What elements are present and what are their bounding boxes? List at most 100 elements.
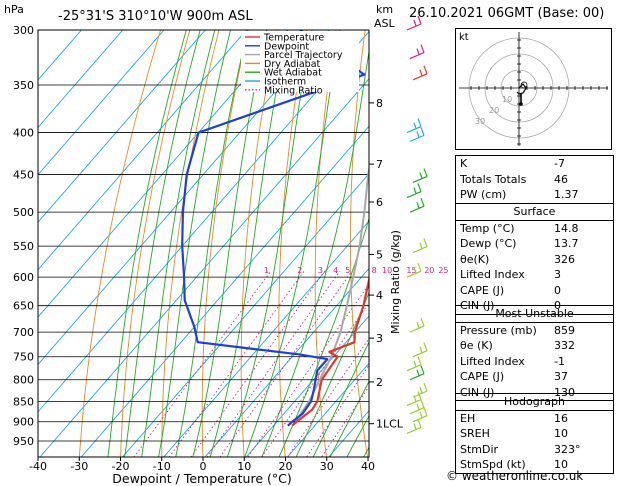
dry-adiabat-line (78, 30, 162, 457)
wind-barb (406, 270, 422, 278)
index-label: K (460, 157, 468, 170)
isotherm-line (286, 362, 369, 457)
series-line-parcel-trajectory (294, 164, 369, 423)
hpa-label: hPa (4, 3, 24, 16)
mixing-ratio-label: 10 (382, 266, 392, 275)
hodograph-kt-label: kt (459, 32, 469, 43)
wind-barb (412, 73, 428, 81)
pressure-tick-label: 300 (13, 24, 34, 37)
wind-barb (409, 134, 425, 142)
hodo-label: StmSpd (kt) (460, 458, 526, 471)
surface-value: 326 (554, 252, 575, 266)
wet-adiabat-line (329, 380, 369, 457)
mu-value: 859 (554, 323, 575, 337)
wet-adiabat-line (363, 446, 369, 457)
mixing-ratio-label: 4 (333, 266, 338, 275)
x-tick-label: -10 (153, 460, 171, 473)
wind-barb-flag (417, 356, 422, 365)
hodograph-storm-point (519, 102, 523, 106)
hodo-label: EH (460, 411, 476, 425)
pressure-tick-label: 400 (13, 127, 34, 140)
x-tick-label: 40 (361, 460, 375, 473)
hodograph-table: Hodograph EH 16 SREH 10 StmDir 323° StmSpd … (455, 393, 614, 474)
wind-barb (412, 175, 428, 183)
pressure-tick-label: 800 (13, 374, 34, 387)
surface-label: Dewp (°C) (460, 237, 517, 250)
x-tick-label: -40 (29, 460, 47, 473)
skewt-chart: 3003504004505005506006507007508008509009… (4, 3, 449, 486)
mixing-ratio-label: 20 (424, 266, 434, 275)
legend-entry: Isotherm (264, 77, 306, 88)
hodograph-table-title: Hodograph (456, 394, 613, 411)
mixing-ratio-labels: 1 2 3 4 5 8 10 15 20 25 (264, 266, 449, 275)
wind-barb-flag (417, 391, 422, 400)
km-tick-label: 6 (376, 196, 383, 209)
wet-adiabat-line (278, 217, 369, 457)
wind-barb-flag (423, 238, 428, 247)
wind-barb (406, 426, 422, 434)
pressure-tick-label: 600 (13, 271, 34, 284)
wind-barb-flag (420, 399, 425, 408)
mu-label: Lifted Index (460, 354, 525, 368)
wind-barb-flag (417, 419, 422, 428)
mixing-ratio-line (261, 302, 369, 457)
wind-barb (406, 364, 422, 372)
km-label: km (376, 3, 393, 16)
legend-entry: Mixing Ratio (264, 85, 323, 96)
km-tick-label: 1LCL (376, 418, 404, 431)
wind-barb (409, 325, 425, 333)
surface-title: Surface (456, 204, 613, 221)
mixing-ratio-axis-label: Mixing Ratio (g/kg) (389, 230, 402, 334)
index-value: -7 (554, 157, 565, 170)
mu-value: 37 (554, 370, 568, 383)
wind-barb-flag (423, 168, 428, 177)
wind-barb-flag (419, 346, 423, 353)
wind-barb-flag (423, 382, 428, 392)
wind-barb-flag (416, 321, 420, 329)
hodograph-frame (455, 28, 612, 150)
hodograph-ring-label: 20 (489, 106, 499, 115)
dry-adiabat-line (201, 30, 249, 457)
dry-adiabat-line (349, 30, 369, 457)
x-tick-label: 10 (237, 460, 251, 473)
mu-value: 130 (554, 385, 575, 399)
wet-adiabat-line (244, 30, 341, 457)
wind-barb-flag (419, 172, 423, 179)
mixing-ratio-line (190, 270, 326, 457)
axis-ticks: 3003504004505005506006507007508008509009… (13, 24, 404, 473)
isotherm-lines (38, 30, 369, 457)
isotherm-line (38, 30, 165, 176)
wet-adiabat-line (226, 30, 313, 457)
mixing-ratio-line (133, 270, 272, 457)
isotherm-line (39, 78, 369, 457)
hodo-value: 16 (554, 411, 568, 425)
isotherm-line (163, 220, 369, 457)
wind-barb (409, 407, 425, 415)
pressure-tick-label: 650 (13, 300, 34, 313)
wind-barb-flag (416, 369, 420, 376)
hodo-value: 323° (554, 442, 581, 456)
x-tick-label: -30 (70, 460, 88, 473)
mixing-ratio-label: 1 (264, 266, 269, 275)
most-unstable-table: Most Unstable Pressure (mb) 859 θe (K) 332… (455, 305, 614, 401)
mixing-ratio-label: 5 (345, 266, 350, 275)
wind-barb-flag (417, 15, 422, 25)
surface-table: Surface Temp (°C) 14.8 Dewp (°C) 13.7 θe(K… (455, 203, 614, 315)
mu-value: -1 (554, 354, 565, 368)
mixing-ratio-line (219, 270, 353, 457)
dry-adiabat-line (278, 30, 308, 457)
wind-barb-flag (417, 118, 422, 127)
mixing-ratio-lines (133, 270, 369, 457)
series-line-dewpoint (181, 30, 366, 427)
km-tick-label: 3 (376, 332, 383, 345)
mu-label: CAPE (J) (460, 370, 505, 383)
wind-barb-flag (413, 19, 417, 27)
surface-value: 13.7 (554, 237, 579, 250)
index-label: PW (cm) (460, 188, 507, 201)
index-value: 46 (554, 172, 568, 186)
wind-barb-flag (413, 266, 417, 274)
hodograph-marker (520, 81, 528, 89)
legend-entry: Wet Adiabat (264, 68, 322, 79)
index-value: 1.37 (554, 188, 579, 201)
